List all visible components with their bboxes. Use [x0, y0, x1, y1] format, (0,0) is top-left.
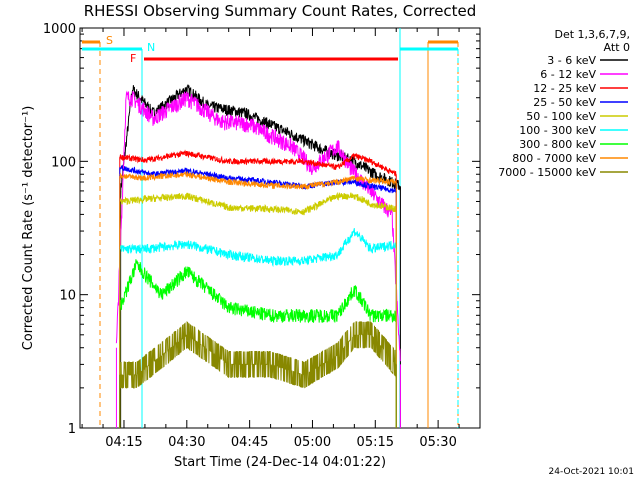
annotation-s: S [106, 34, 113, 47]
y-tick-label-2: 100 [51, 155, 76, 170]
series-line-4 [119, 191, 397, 216]
annotation-f: F [130, 52, 136, 65]
series-line-8 [119, 321, 397, 389]
legend-label-5: 100 - 300 keV [519, 124, 596, 137]
series-line-1 [115, 90, 401, 362]
legend-label-3: 25 - 50 keV [533, 96, 596, 109]
series-line-7 [119, 171, 397, 191]
legend-label-7: 800 - 7000 keV [512, 152, 596, 165]
x-tick-label-3: 05:00 [294, 435, 331, 450]
x-tick-label-4: 05:15 [357, 435, 394, 450]
y-tick-label-1: 10 [59, 289, 76, 304]
x-axis-ticks: 04:15 04:30 04:45 05:00 05:15 05:30 [81, 28, 460, 450]
series-line-5 [119, 228, 397, 268]
x-tick-label-0: 04:15 [105, 435, 142, 450]
chart-title: RHESSI Observing Summary Count Rates, Co… [84, 2, 477, 20]
series-line-3 [119, 165, 397, 194]
y-tick-label-3: 1000 [43, 22, 76, 37]
legend-label-0: 3 - 6 keV [547, 54, 596, 67]
y-axis-ticks: 1 10 100 1000 [43, 22, 480, 437]
series-line-2 [119, 149, 397, 178]
x-tick-label-2: 04:45 [231, 435, 268, 450]
legend-label-8: 7000 - 15000 keV [498, 166, 596, 179]
y-tick-label-0: 1 [68, 422, 76, 437]
x-tick-label-5: 05:30 [419, 435, 456, 450]
plot-frame [79, 27, 481, 429]
data-series [115, 84, 401, 428]
legend-header-line2: Att 0 [604, 41, 630, 54]
series-line-6 [119, 259, 397, 324]
timestamp: 24-Oct-2021 10:01 [549, 467, 634, 477]
legend-label-4: 50 - 100 keV [526, 110, 596, 123]
y-axis-label: Corrected Count Rate (s⁻¹ detector⁻¹) [21, 106, 36, 351]
legend-header-line1: Det 1,3,6,7,9, [554, 28, 630, 41]
x-tick-label-1: 04:30 [168, 435, 205, 450]
annotation-n: N [147, 41, 155, 54]
legend-label-2: 12 - 25 keV [533, 82, 596, 95]
legend-label-1: 6 - 12 keV [540, 68, 596, 81]
legend-label-6: 300 - 800 keV [519, 138, 596, 151]
x-axis-label: Start Time (24-Dec-14 04:01:22) [174, 455, 386, 470]
